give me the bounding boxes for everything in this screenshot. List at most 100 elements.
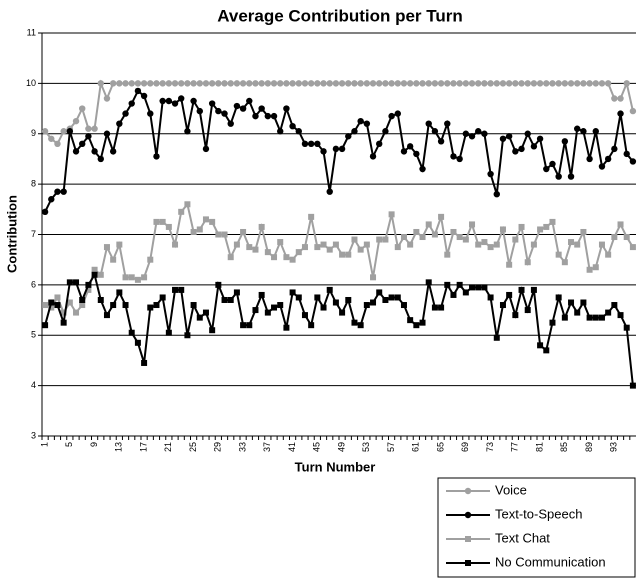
data-point bbox=[110, 256, 117, 263]
x-tick-label: 1 bbox=[39, 442, 49, 447]
data-point bbox=[456, 155, 463, 163]
data-point bbox=[240, 322, 247, 329]
data-point bbox=[357, 117, 364, 125]
data-point bbox=[568, 239, 575, 246]
data-point bbox=[215, 80, 222, 87]
data-point bbox=[456, 234, 463, 241]
data-point bbox=[363, 80, 371, 87]
data-point bbox=[338, 145, 346, 153]
data-point bbox=[258, 223, 265, 230]
data-point bbox=[437, 80, 445, 87]
data-point bbox=[413, 228, 420, 235]
data-point bbox=[376, 140, 383, 148]
data-point bbox=[233, 102, 241, 110]
data-point bbox=[345, 296, 352, 303]
data-point bbox=[79, 105, 86, 112]
data-point bbox=[456, 80, 463, 87]
data-point bbox=[345, 80, 352, 87]
data-point bbox=[357, 246, 364, 253]
data-point bbox=[468, 80, 476, 87]
data-point bbox=[128, 274, 135, 281]
data-point bbox=[239, 105, 247, 112]
x-tick-label: 21 bbox=[163, 442, 173, 452]
data-point bbox=[97, 296, 104, 303]
data-point bbox=[103, 95, 111, 102]
data-point bbox=[536, 135, 544, 142]
data-point bbox=[369, 153, 377, 160]
data-point bbox=[487, 294, 494, 301]
data-point bbox=[208, 100, 216, 107]
data-point bbox=[530, 80, 538, 87]
legend-marker bbox=[465, 560, 471, 566]
data-point bbox=[388, 211, 395, 218]
data-point bbox=[382, 236, 389, 243]
data-point bbox=[475, 241, 482, 248]
y-tick-label: 6 bbox=[31, 279, 36, 289]
data-point bbox=[184, 128, 191, 135]
data-point bbox=[97, 80, 104, 87]
data-point bbox=[400, 234, 407, 241]
legend-marker bbox=[465, 536, 471, 542]
data-point bbox=[159, 294, 166, 301]
data-point bbox=[308, 213, 315, 220]
data-point bbox=[301, 244, 308, 251]
data-point bbox=[122, 110, 129, 117]
data-point bbox=[481, 284, 488, 291]
data-point bbox=[555, 294, 562, 301]
x-tick-label: 93 bbox=[609, 442, 619, 452]
data-point bbox=[549, 218, 556, 225]
data-point bbox=[264, 112, 272, 120]
x-tick-label: 53 bbox=[361, 442, 371, 452]
data-point bbox=[184, 332, 191, 339]
data-point bbox=[518, 145, 525, 153]
data-point bbox=[246, 97, 253, 105]
data-point bbox=[431, 304, 438, 311]
data-point bbox=[246, 80, 253, 87]
data-point bbox=[128, 100, 135, 107]
data-point bbox=[271, 304, 278, 311]
data-point bbox=[370, 299, 377, 306]
data-point bbox=[91, 271, 98, 278]
data-point bbox=[425, 221, 432, 228]
data-point bbox=[617, 221, 624, 228]
data-point bbox=[400, 148, 408, 155]
data-point bbox=[475, 284, 482, 291]
data-point bbox=[122, 80, 129, 87]
data-point bbox=[178, 95, 185, 102]
data-point bbox=[629, 158, 637, 165]
x-axis-label: Turn Number bbox=[295, 459, 376, 474]
data-point bbox=[592, 314, 599, 321]
data-point bbox=[530, 241, 537, 248]
data-point bbox=[196, 80, 203, 87]
data-point bbox=[153, 218, 160, 225]
data-point bbox=[524, 130, 531, 137]
data-point bbox=[165, 97, 173, 105]
data-point bbox=[258, 105, 265, 112]
data-point bbox=[147, 256, 154, 263]
data-point bbox=[382, 128, 389, 135]
data-point bbox=[190, 80, 197, 87]
data-point bbox=[252, 80, 259, 87]
data-point bbox=[338, 80, 346, 87]
legend-label: No Communication bbox=[495, 554, 606, 569]
data-point bbox=[172, 241, 179, 248]
data-point bbox=[481, 80, 488, 87]
x-tick-label: 85 bbox=[559, 442, 569, 452]
data-point bbox=[574, 125, 581, 132]
data-point bbox=[487, 244, 494, 251]
x-tick-label: 45 bbox=[312, 442, 322, 452]
data-point bbox=[42, 322, 49, 329]
data-point bbox=[178, 286, 185, 293]
data-point bbox=[425, 80, 432, 87]
data-point bbox=[475, 128, 482, 135]
data-point bbox=[122, 302, 129, 309]
data-point bbox=[221, 231, 228, 238]
data-point bbox=[277, 80, 284, 87]
data-point bbox=[493, 241, 500, 248]
data-point bbox=[518, 223, 525, 230]
data-point bbox=[283, 105, 290, 112]
data-point bbox=[258, 291, 265, 298]
data-point bbox=[555, 173, 562, 180]
data-point bbox=[586, 155, 593, 163]
data-point bbox=[221, 80, 228, 87]
